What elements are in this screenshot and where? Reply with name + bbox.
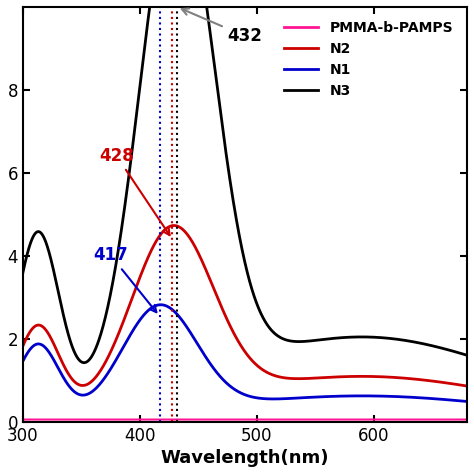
Text: 428: 428: [99, 146, 170, 235]
N3: [370, 334, 376, 340]
N1: [464, 399, 470, 404]
N3: [225, 160, 230, 166]
N2: [20, 344, 26, 349]
N3: [43, 238, 48, 244]
N2: [452, 381, 457, 387]
PMMA-b-PAMPS: [20, 417, 26, 422]
N2: [464, 383, 470, 389]
N2: [236, 340, 242, 346]
N1: [452, 398, 457, 403]
N1: [236, 389, 242, 395]
PMMA-b-PAMPS: [43, 417, 48, 422]
N1: [370, 393, 376, 399]
N3: [452, 349, 457, 355]
N1: [43, 345, 48, 351]
Text: 417: 417: [93, 246, 156, 312]
PMMA-b-PAMPS: [224, 417, 230, 422]
N2: [370, 374, 376, 379]
N3: [452, 349, 457, 355]
Line: N3: N3: [23, 0, 467, 363]
X-axis label: Wavelength(nm): Wavelength(nm): [161, 449, 329, 467]
N2: [451, 381, 457, 387]
N2: [43, 327, 48, 332]
N1: [451, 398, 457, 403]
Line: N2: N2: [23, 226, 467, 386]
N2: [224, 317, 230, 323]
N3: [464, 352, 470, 358]
PMMA-b-PAMPS: [236, 417, 242, 422]
N2: [171, 223, 177, 228]
N3: [237, 232, 242, 238]
Text: 432: 432: [182, 9, 262, 45]
N1: [20, 358, 26, 364]
Line: N1: N1: [23, 305, 467, 401]
N3: [20, 270, 26, 276]
PMMA-b-PAMPS: [451, 417, 457, 422]
PMMA-b-PAMPS: [451, 417, 457, 422]
N1: [224, 381, 230, 386]
N3: [81, 360, 87, 365]
PMMA-b-PAMPS: [370, 417, 375, 422]
N1: [158, 302, 164, 308]
PMMA-b-PAMPS: [464, 417, 470, 422]
Legend: PMMA-b-PAMPS, N2, N1, N3: PMMA-b-PAMPS, N2, N1, N3: [277, 14, 460, 105]
